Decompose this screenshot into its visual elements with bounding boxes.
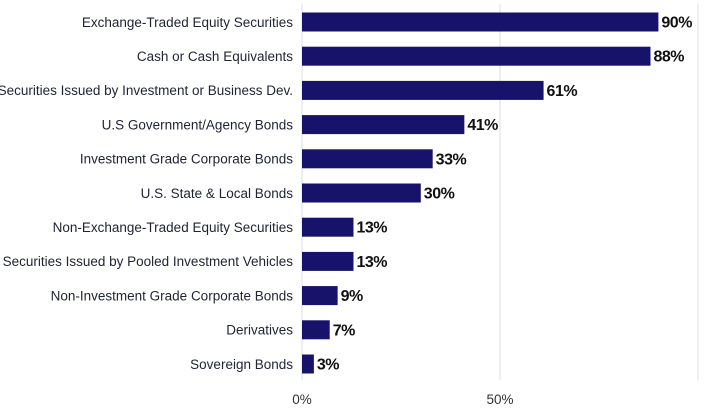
x-axis-tick-labels: 0% 50% xyxy=(292,392,513,407)
value-label-6: 13% xyxy=(356,220,387,237)
value-label-0: 90% xyxy=(661,15,692,32)
x-tick-label-1: 50% xyxy=(486,392,513,407)
category-label-2: Securities Issued by Investment or Busin… xyxy=(0,83,293,98)
value-label-9: 7% xyxy=(333,322,355,339)
bar-10 xyxy=(302,354,314,374)
category-label-8: Non-Investment Grade Corporate Bonds xyxy=(51,288,294,303)
value-label-2: 61% xyxy=(547,83,578,100)
value-label-5: 30% xyxy=(424,186,455,203)
bar-2 xyxy=(302,80,544,100)
value-label-4: 33% xyxy=(436,151,467,168)
value-label-10: 3% xyxy=(317,357,339,374)
category-label-10: Sovereign Bonds xyxy=(190,357,293,372)
bar-0 xyxy=(302,12,659,32)
bar-8 xyxy=(302,286,338,306)
category-label-0: Exchange-Traded Equity Securities xyxy=(82,15,293,30)
category-label-9: Derivatives xyxy=(226,323,293,338)
category-label-6: Non-Exchange-Traded Equity Securities xyxy=(53,220,294,235)
bar-6 xyxy=(302,217,354,237)
category-label-4: Investment Grade Corporate Bonds xyxy=(80,152,293,167)
bar-3 xyxy=(302,115,465,135)
value-label-1: 88% xyxy=(653,49,684,66)
value-label-3: 41% xyxy=(467,117,498,134)
category-labels: Exchange-Traded Equity Securities Cash or… xyxy=(0,15,293,372)
x-tick-label-0: 0% xyxy=(292,392,312,407)
category-label-1: Cash or Cash Equivalents xyxy=(137,49,293,64)
bar-4 xyxy=(302,149,433,169)
category-label-7: Securities Issued by Pooled Investment V… xyxy=(3,254,294,269)
bar-1 xyxy=(302,46,651,66)
bar-5 xyxy=(302,183,421,203)
category-label-3: U.S Government/Agency Bonds xyxy=(102,117,294,132)
value-label-7: 13% xyxy=(356,254,387,271)
bar-9 xyxy=(302,320,330,340)
bars xyxy=(302,12,659,374)
value-labels: 90% 88% 61% 41%33% 30% 13% 13% 9% 7% 3% xyxy=(317,15,693,374)
category-label-5: U.S. State & Local Bonds xyxy=(141,186,294,201)
bar-7 xyxy=(302,251,354,271)
value-label-8: 9% xyxy=(341,288,363,305)
